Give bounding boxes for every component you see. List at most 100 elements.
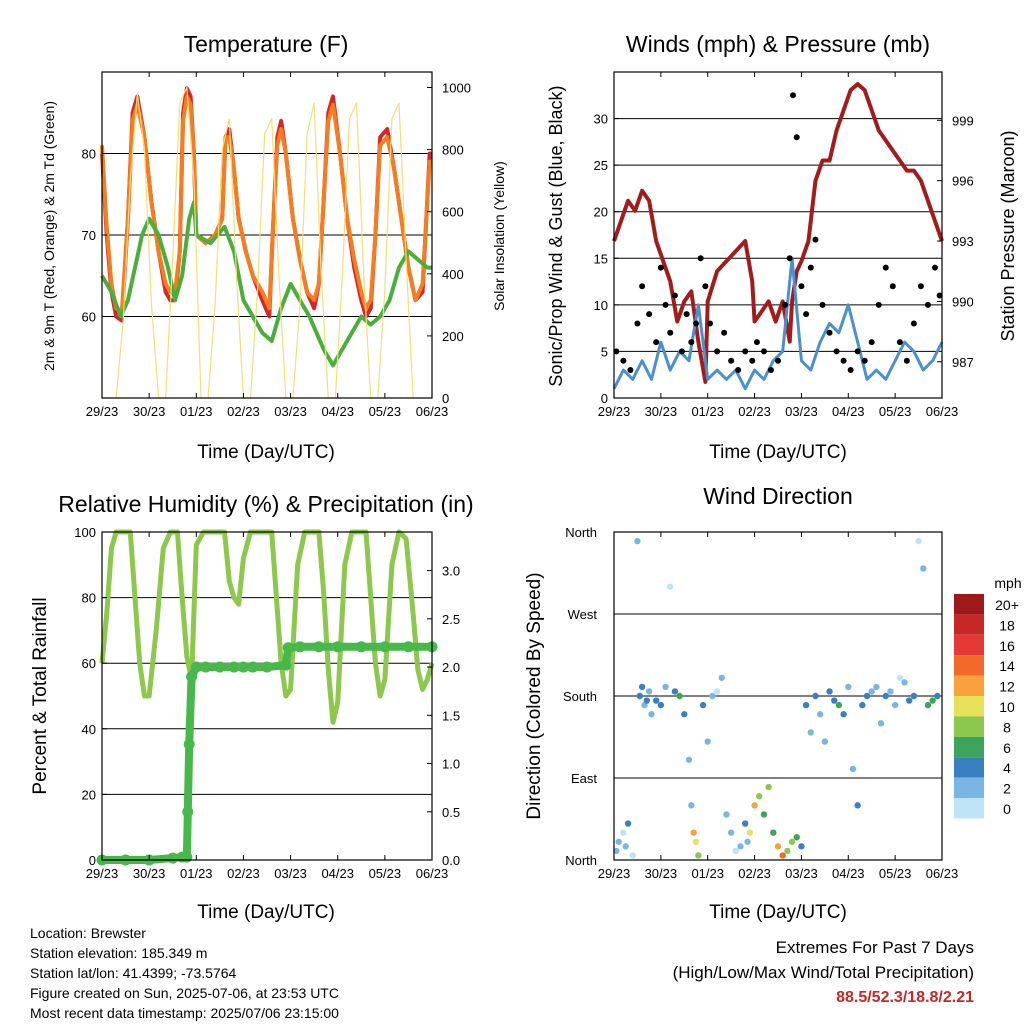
direction-point [807,729,814,736]
precip-point [355,641,367,653]
direction-point [652,697,660,704]
direction-point [784,847,791,855]
precip-point [402,641,414,653]
info-latlon: Station lat/lon: 41.4399; -73.5764 [30,965,237,981]
temperature-xtick-label: 04/23 [321,404,354,419]
precip-point [379,641,391,653]
humidity_precip-xtick-label: 06/23 [416,866,449,881]
winds_pressure-ytick-right-label: 999 [952,113,974,128]
humidity_precip-xtick-label: 01/23 [180,866,213,881]
legend-swatch [954,655,984,676]
winds_pressure-xtick-label: 29/23 [598,404,631,419]
direction-point [887,688,894,695]
winds_pressure-gust-point [833,348,840,355]
humidity_precip-ytick-label: 60 [82,656,96,671]
winds_pressure-gust-point [646,311,653,318]
direction-point [882,692,889,700]
humidity_precip-ytick-label: 40 [82,722,96,737]
humidity-xlabel: Time (Day/UTC) [197,902,335,923]
extremes-title: Extremes For Past 7 Days [775,938,974,957]
winds_pressure-gust-point [697,255,704,262]
temperature-series-line [100,94,432,315]
direction-point [901,679,908,686]
direction-point [629,852,636,859]
info-created: Figure created on Sun, 2025-07-06, at 23… [30,985,339,1001]
winds_pressure-gust-point [936,292,943,299]
humidity-title: Relative Humidity (%) & Precipitation (i… [58,491,473,517]
direction-point [645,688,653,695]
winds_pressure-gust-point [896,339,903,346]
winds-title: Winds (mph) & Pressure (mb) [626,31,930,57]
temperature-ytick-label: 70 [82,228,96,243]
winds_pressure-gust-point [910,320,917,327]
precip-point [294,641,306,653]
precip-point [186,671,198,683]
legend-label: 2 [1003,781,1011,797]
direction-point [868,688,875,695]
legend-label: 4 [1003,760,1011,776]
direction-point [770,829,777,836]
temperature-ytick-right-label: 800 [442,143,464,158]
temperature-title: Temperature (F) [184,31,349,57]
humidity_precip-xtick-label: 04/23 [321,866,354,881]
temperature-series-line [100,200,432,368]
winds_pressure-xtick-label: 02/23 [738,404,771,419]
humidity_precip-ytick-right-label: 0.0 [442,853,460,868]
direction-point [920,565,927,572]
direction-point [756,793,763,800]
direction-point [681,711,688,718]
direction-point [636,692,643,700]
winds_pressure-ytick-right-label: 993 [952,234,974,249]
winds_pressure-xtick-label: 04/23 [832,404,865,419]
winds_pressure-xtick-label: 01/23 [691,404,724,419]
direction-point [802,701,810,709]
direction-point [774,843,782,850]
precip-point [182,806,194,818]
wind_direction-xtick-label: 29/23 [598,866,631,881]
winds_pressure-gust-point [868,339,875,346]
winds_pressure-gust-point [634,320,641,327]
direction-point [634,537,641,545]
winds_pressure-gust-point [627,367,634,374]
humidity_precip-xtick-label: 02/23 [227,866,260,881]
legend-swatch [954,798,984,819]
winds_pressure-gust-point [775,357,781,364]
temperature-ylabel-left: 2m & 9m T (Red, Orange) & 2m Td (Green) [41,101,57,371]
direction-point [742,820,749,827]
winds_pressure-ytick-label: 20 [594,205,608,220]
precip-point [280,659,292,671]
precip-point [282,642,294,654]
winds_pressure-ytick-right-label: 987 [952,355,974,370]
direction-point [751,802,758,809]
direction-point [812,692,819,700]
humidity_precip-ytick-label: 100 [74,525,96,540]
direction-point [624,820,632,827]
direction-point [690,829,697,836]
humidity_precip-ytick-right-label: 2.5 [442,612,460,627]
winds_pressure-xtick-label: 30/23 [645,404,678,419]
winds_pressure-ytick-label: 5 [601,344,608,359]
direction-point [620,829,627,836]
temperature-ytick-right-label: 600 [442,205,464,220]
winds_pressure-gust-point [702,283,709,290]
winds_pressure-gust-point [735,367,742,374]
winds_pressure-gust-point [861,357,868,364]
direction-point [709,692,716,700]
humidity_precip-ytick-label: 80 [82,591,96,606]
temperature-ylabel-right: Solar Insolation (Yellow) [491,161,507,311]
legend-swatch [954,614,984,635]
direction-point [760,811,768,818]
winds_pressure-ytick-label: 0 [601,391,608,406]
legend-label: 0 [1003,801,1011,817]
winds_pressure-gust-point [798,283,805,290]
winds_pressure-gust-point [826,329,833,336]
winds_pressure-gust-point [707,320,714,327]
winds_pressure-ytick-label: 10 [594,298,608,313]
humidity_precip-xtick-label: 29/23 [86,866,119,881]
legend-label: 14 [999,658,1015,674]
direction-ytick-label: East [571,771,597,786]
temperature-xtick-label: 02/23 [227,404,260,419]
winds_pressure-gust-point [678,348,685,355]
humidity_precip-xtick-label: 30/23 [133,866,166,881]
